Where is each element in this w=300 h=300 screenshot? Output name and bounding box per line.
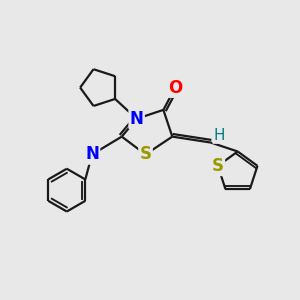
- Text: S: S: [140, 146, 152, 164]
- Text: N: N: [85, 146, 99, 164]
- Text: O: O: [168, 79, 182, 97]
- Text: N: N: [130, 110, 144, 128]
- Text: H: H: [214, 128, 225, 142]
- Text: S: S: [212, 157, 224, 175]
